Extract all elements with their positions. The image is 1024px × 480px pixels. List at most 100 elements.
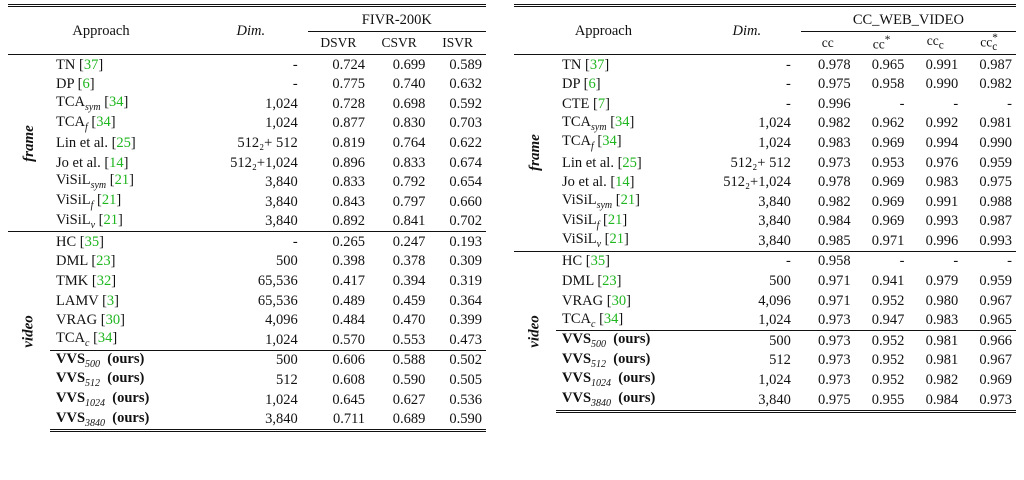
column-header: CSVR <box>369 31 430 55</box>
table-row: TCAsym [34] 1,024 0.728 0.698 0.592 <box>8 94 486 114</box>
column-header: DSVR <box>307 31 370 55</box>
citation-link[interactable]: 34 <box>615 113 630 130</box>
value-cell: 0.985 <box>818 232 851 249</box>
dim-cell: 500 <box>193 349 308 371</box>
table-row: VVS1024 (ours) 1,024 0.645 0.627 0.536 <box>8 390 486 410</box>
citation-link[interactable]: 21 <box>103 211 119 228</box>
citation-link[interactable]: 34 <box>109 94 124 111</box>
value-cell: 0.978 <box>800 53 855 75</box>
citation-link[interactable]: 21 <box>114 172 130 189</box>
group-label-text: frame <box>526 134 543 172</box>
approach-cell: Lin et al. [25] <box>56 134 136 151</box>
ours-tag: (ours) <box>613 350 651 367</box>
approach-cell: TN [37] <box>50 53 194 75</box>
approach-subscript: v <box>596 239 602 251</box>
table-row: TMK [32] 65,536 0.417 0.394 0.319 <box>8 272 486 292</box>
approach-name: TCA <box>562 310 591 327</box>
citation-link[interactable]: 6 <box>588 76 596 93</box>
citation-link[interactable]: 25 <box>622 154 637 171</box>
table-row: DML [23] 500 0.398 0.378 0.309 <box>8 252 486 272</box>
citation-link[interactable]: 35 <box>84 233 100 250</box>
approach-subscript: sym <box>85 101 101 113</box>
citation-link[interactable]: 23 <box>602 273 617 290</box>
table-row: VVS3840 (ours) 3,840 0.711 0.689 0.590 <box>8 409 486 433</box>
approach-subscript: sym <box>90 180 107 192</box>
table-row: VVS500 (ours) 500 0.606 0.588 0.502 <box>8 349 486 371</box>
value-cell: - <box>953 95 959 112</box>
value-cell: 0.953 <box>871 154 905 171</box>
dim-cell: 65,536 <box>257 292 298 309</box>
value-cell: 0.955 <box>854 390 909 413</box>
value-cell: 0.969 <box>979 372 1012 389</box>
table-row: ViSiLsym [21] 3,840 0.982 0.969 0.991 0.988 <box>514 192 1016 212</box>
value-cell: 0.660 <box>449 193 482 210</box>
value-cell: 0.984 <box>818 213 851 230</box>
value-cell: 0.969 <box>871 134 905 151</box>
value-cell: 0.703 <box>449 115 482 132</box>
approach-name: ViSiL <box>562 192 597 208</box>
approach-name: TCA <box>56 330 85 347</box>
citation-link[interactable]: 14 <box>109 154 124 171</box>
citation-link[interactable]: 3 <box>106 292 115 309</box>
dim-cell: - <box>786 95 791 112</box>
citation-link[interactable]: 34 <box>97 330 113 347</box>
approach-cell: ViSiLsym [21] <box>562 192 640 211</box>
value-cell: 0.570 <box>332 331 366 348</box>
dim-cell: 3,840 <box>692 390 801 413</box>
value-cell: 0.841 <box>392 213 426 230</box>
value-cell: 0.976 <box>925 154 959 171</box>
approach-cell: CTE [7] <box>562 95 610 112</box>
approach-cell: ViSiLv [21] <box>56 211 123 231</box>
citation-link[interactable]: 34 <box>96 113 111 130</box>
dim-cell: 500 <box>692 330 801 351</box>
table-row: VVS500 (ours) 500 0.973 0.952 0.981 0.966 <box>514 330 1016 351</box>
table-row: DML [23] 500 0.971 0.941 0.979 0.959 <box>514 272 1016 292</box>
citation-link[interactable]: 7 <box>597 95 606 112</box>
citation-link[interactable]: 21 <box>607 211 623 228</box>
citation-link[interactable]: 37 <box>589 56 605 73</box>
citation-link[interactable]: 32 <box>96 273 112 290</box>
value-cell: 0.983 <box>925 174 959 191</box>
citation-link[interactable]: 30 <box>105 312 121 329</box>
value-cell: 0.993 <box>925 213 959 230</box>
column-header: ccc* <box>962 31 1016 55</box>
approach-header: Approach <box>8 4 194 55</box>
approach-subscript: c <box>85 338 90 350</box>
value-cell: 0.991 <box>925 193 959 210</box>
citation-link[interactable]: 21 <box>609 231 625 248</box>
citation-link[interactable]: 6 <box>82 76 90 93</box>
approach-cell: ViSiLf [21] <box>56 192 122 211</box>
citation-link[interactable]: 37 <box>83 56 99 73</box>
value-cell: 0.724 <box>307 53 370 75</box>
table-row: VVS1024 (ours) 1,024 0.973 0.952 0.982 0.969 <box>514 371 1016 391</box>
value-cell: 0.967 <box>979 292 1012 309</box>
citation-link[interactable]: 34 <box>602 133 617 150</box>
citation-link[interactable]: 21 <box>101 192 117 208</box>
value-cell: 0.843 <box>332 193 366 210</box>
dim-cell: - <box>786 76 791 93</box>
approach-subscript: c <box>591 318 596 330</box>
value-cell: 0.959 <box>979 273 1012 290</box>
dim-cell: 3,840 <box>758 213 791 230</box>
dim-cell: - <box>292 76 298 93</box>
approach-cell: VRAG [30] <box>562 292 631 309</box>
citation-link[interactable]: 21 <box>620 192 636 208</box>
citation-link[interactable]: 23 <box>96 253 111 270</box>
value-cell: 0.959 <box>979 154 1012 171</box>
approach-name: LAMV <box>56 292 99 309</box>
frame-group-label: frame <box>514 54 556 252</box>
citation-link[interactable]: 30 <box>611 292 627 309</box>
table-row: ViSiLsym [21] 3,840 0.833 0.792 0.654 <box>8 173 486 193</box>
value-cell: 0.952 <box>871 372 905 389</box>
ours-tag: (ours) <box>112 409 150 426</box>
citation-link[interactable]: 25 <box>116 134 131 151</box>
citation-link[interactable]: 34 <box>603 310 619 327</box>
citation-link[interactable]: 14 <box>615 174 630 191</box>
approach-cell: TCAc [34] <box>562 310 624 330</box>
value-cell: 0.702 <box>449 213 482 230</box>
value-cell: 0.979 <box>925 273 959 290</box>
table-row: VVS512 (ours) 512 0.973 0.952 0.981 0.967 <box>514 351 1016 371</box>
value-cell: 0.877 <box>332 115 366 132</box>
citation-link[interactable]: 35 <box>590 253 606 270</box>
approach-subscript: f <box>591 141 594 153</box>
